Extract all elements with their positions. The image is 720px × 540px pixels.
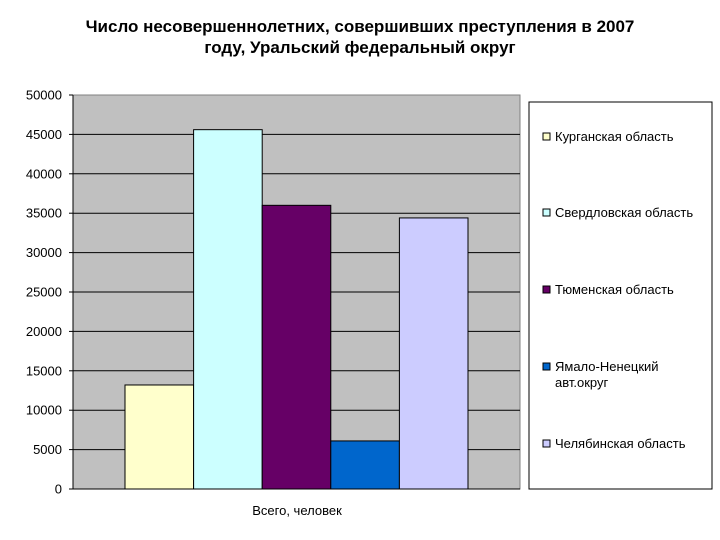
legend-label-2: Свердловская область (555, 205, 693, 220)
y-tick-label: 20000 (26, 324, 62, 339)
bar-1 (124, 384, 195, 490)
y-tick-label: 25000 (26, 285, 62, 300)
y-tick-label: 30000 (26, 245, 62, 260)
y-tick-label: 5000 (33, 442, 62, 457)
legend-label-4: авт.округ (555, 375, 608, 390)
y-tick-label: 10000 (26, 403, 62, 418)
bars (124, 129, 469, 490)
y-tick-label: 0 (55, 482, 62, 497)
y-tick-label: 35000 (26, 206, 62, 221)
x-axis: Всего, человек (252, 503, 342, 518)
legend-swatch-1 (542, 132, 551, 141)
y-tick-label: 45000 (26, 127, 62, 142)
bar-3 (261, 204, 332, 490)
y-tick-label: 40000 (26, 166, 62, 181)
legend-label-5: Челябинская область (555, 436, 686, 451)
legend-swatch-5 (542, 439, 551, 448)
legend: Курганская область Свердловская область Тю… (528, 101, 713, 490)
legend-swatch-4 (542, 362, 551, 371)
legend-label-3: Тюменская область (555, 282, 674, 297)
legend-box (528, 101, 713, 490)
y-tick-label: 50000 (26, 88, 62, 103)
legend-label-4: Ямало-Ненецкий (555, 359, 659, 374)
bar-4 (330, 440, 400, 490)
chart-title-line-1: Число несовершеннолетних, совершивших пр… (85, 17, 635, 36)
x-category-label: Всего, человек (252, 503, 342, 518)
y-axis: 0 5000 10000 15000 20000 25000 30000 35000 40000… (26, 88, 520, 497)
legend-swatch-2 (542, 208, 551, 217)
legend-label-1: Курганская область (555, 129, 674, 144)
chart-title: Число несовершеннолетних, совершивших пр… (0, 16, 720, 58)
chart-title-line-2: году, Уральский федеральный округ (204, 38, 516, 57)
bar-2 (193, 129, 263, 490)
y-tick-label: 15000 (26, 363, 62, 378)
legend-swatch-3 (542, 285, 551, 294)
bar-5 (398, 217, 469, 490)
